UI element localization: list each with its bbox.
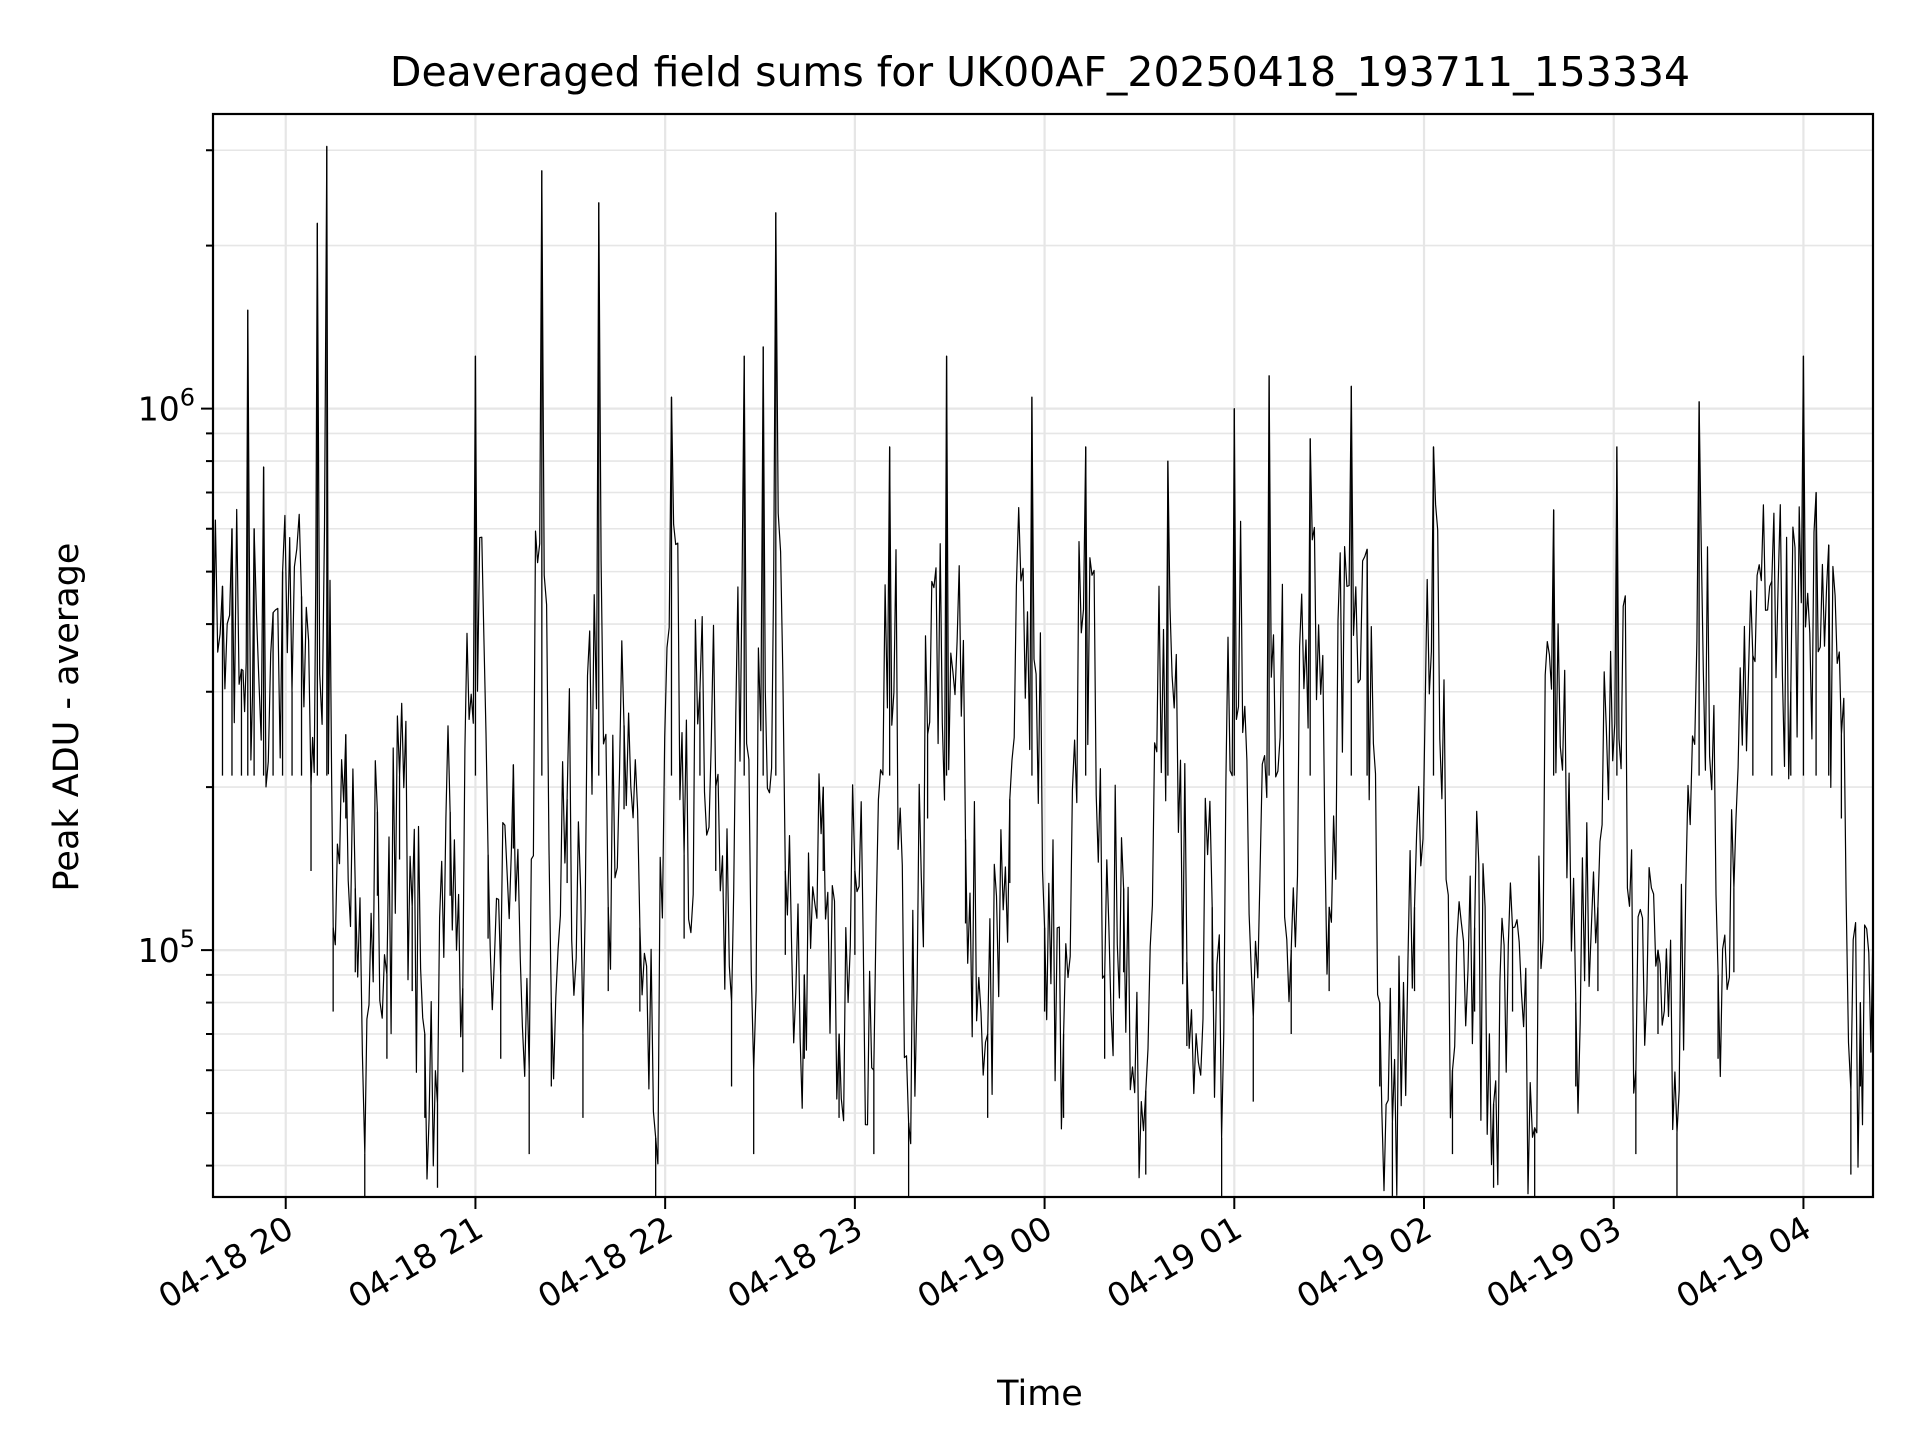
chart-title: Deaveraged field sums for UK00AF_2025041… bbox=[390, 48, 1690, 96]
series-layer bbox=[213, 145, 1873, 1197]
y-tick-label-base: 10 bbox=[138, 931, 180, 970]
x-axis-label: Time bbox=[996, 1374, 1083, 1414]
y-tick-label-exponent: 5 bbox=[180, 925, 195, 953]
plot-frame bbox=[211, 112, 1875, 1199]
y-tick-label-exponent: 6 bbox=[180, 384, 195, 412]
y-tick-label-base: 10 bbox=[138, 390, 180, 429]
y-axis-label: Peak ADU - average bbox=[47, 543, 87, 892]
series-line bbox=[213, 145, 1873, 1196]
grid bbox=[213, 114, 1873, 1197]
y-tick-label: 106 bbox=[138, 384, 195, 429]
y-tick-label: 105 bbox=[138, 925, 195, 970]
